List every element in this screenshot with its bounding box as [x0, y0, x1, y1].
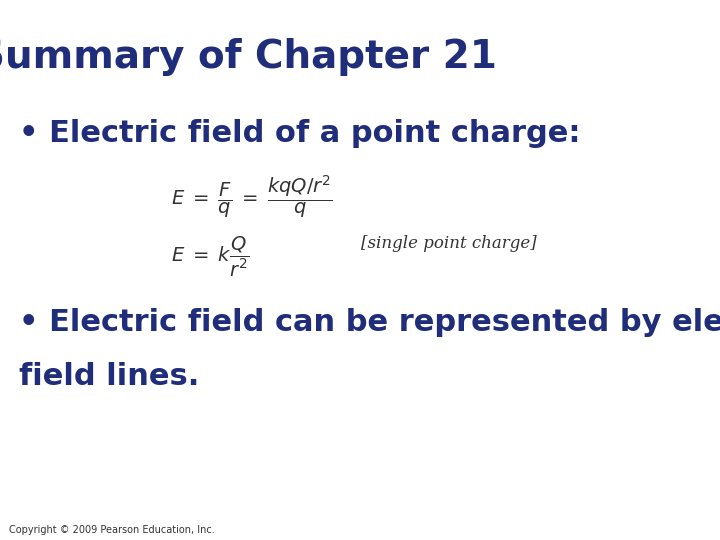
Text: • Electric field of a point charge:: • Electric field of a point charge: [19, 119, 580, 148]
Text: $E \;=\; \dfrac{F}{q} \;=\; \dfrac{kqQ/r^2}{q}$: $E \;=\; \dfrac{F}{q} \;=\; \dfrac{kqQ/r… [171, 173, 333, 220]
Text: Copyright © 2009 Pearson Education, Inc.: Copyright © 2009 Pearson Education, Inc. [9, 524, 215, 535]
Text: [single point charge]: [single point charge] [361, 235, 536, 252]
Text: Summary of Chapter 21: Summary of Chapter 21 [0, 38, 498, 76]
Text: field lines.: field lines. [19, 362, 199, 391]
Text: $E \;=\; k\dfrac{Q}{r^2}$: $E \;=\; k\dfrac{Q}{r^2}$ [171, 235, 249, 280]
Text: • Electric field can be represented by electric: • Electric field can be represented by e… [19, 308, 720, 337]
